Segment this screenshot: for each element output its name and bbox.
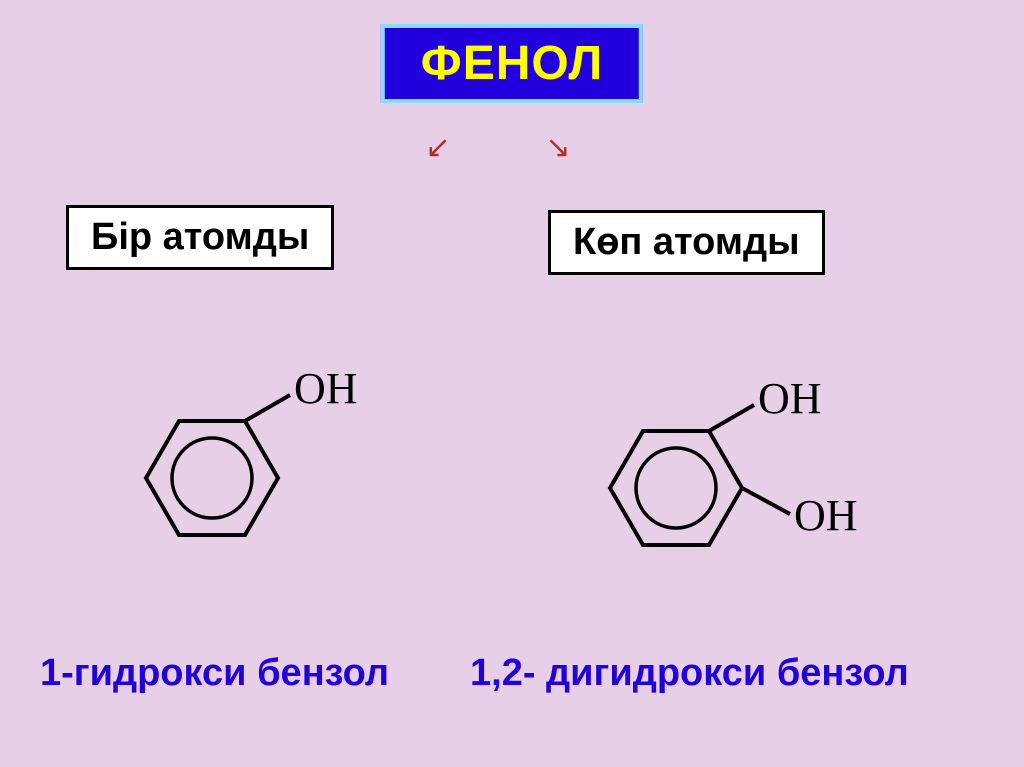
category-left-box: Бір атомды	[66, 205, 334, 270]
arrow-right-icon: ↘	[540, 130, 576, 166]
ring-icon	[636, 448, 716, 528]
caption-left: 1-гидрокси бензол	[40, 652, 389, 695]
title-box: ФЕНОЛ	[381, 24, 643, 103]
bond-line-2	[742, 488, 790, 514]
arrow-left-icon: ↙	[420, 130, 456, 166]
bond-line	[245, 395, 290, 421]
title-text: ФЕНОЛ	[421, 37, 603, 90]
category-left-label: Бір атомды	[91, 216, 309, 258]
bond-line-1	[709, 405, 754, 431]
category-right-label: Көп атомды	[573, 221, 800, 263]
oh-label: OH	[294, 364, 358, 413]
oh-label-2: OH	[794, 491, 858, 540]
oh-label-1: OH	[758, 374, 822, 423]
caption-right: 1,2- дигидрокси бензол	[470, 652, 909, 695]
structure-phenol: OH	[112, 348, 412, 593]
category-right-box: Көп атомды	[548, 210, 825, 275]
ring-icon	[172, 438, 252, 518]
structure-catechol: OH OH	[576, 348, 916, 613]
